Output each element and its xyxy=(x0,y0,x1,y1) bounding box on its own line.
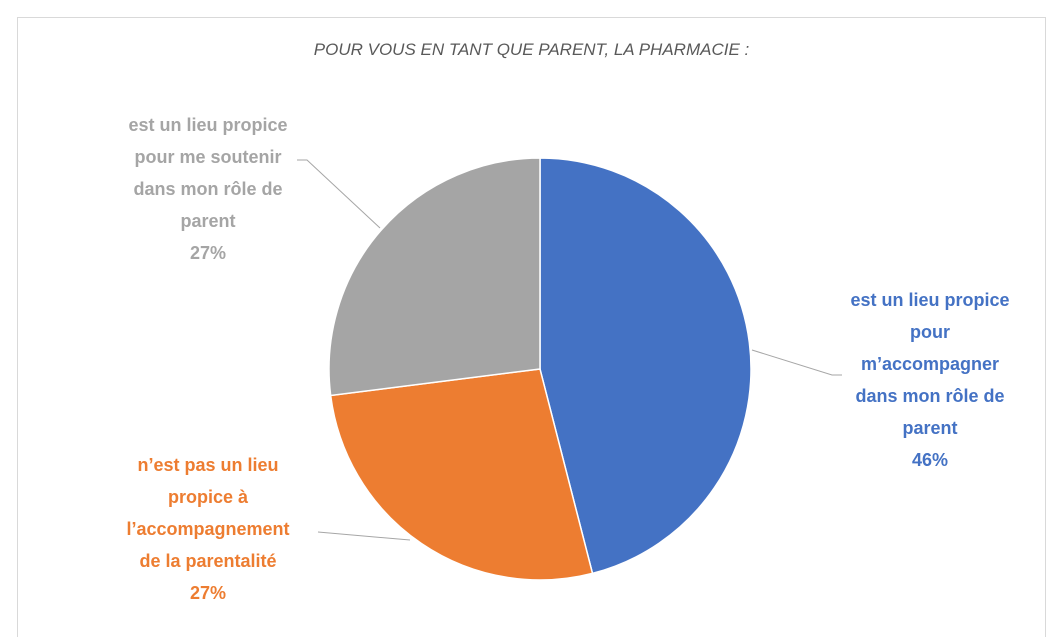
value-label: 27% xyxy=(189,243,227,263)
chart-title: POUR VOUS EN TANT QUE PARENT, LA PHARMAC… xyxy=(313,40,750,59)
value-label: 46% xyxy=(911,450,949,470)
leader-line xyxy=(751,349,842,376)
slice-label: est un lieu propice pour m’accompagner d… xyxy=(843,284,1018,476)
slice-label: n’est pas un lieu propice à l’accompagne… xyxy=(116,449,301,609)
pie-slice xyxy=(539,157,752,575)
pie-slice xyxy=(329,368,594,581)
value-label: 27% xyxy=(189,583,227,603)
chart-border xyxy=(17,17,1046,637)
leader-line xyxy=(317,531,411,541)
leader-line xyxy=(297,159,381,229)
category-label: est un lieu propice pour me soutenir dan… xyxy=(128,115,288,231)
category-label: est un lieu propice pour m’accompagner d… xyxy=(850,290,1010,438)
pie-slice xyxy=(328,157,541,397)
slice-label: est un lieu propice pour me soutenir dan… xyxy=(116,109,301,269)
category-label: n’est pas un lieu propice à l’accompagne… xyxy=(126,455,290,571)
